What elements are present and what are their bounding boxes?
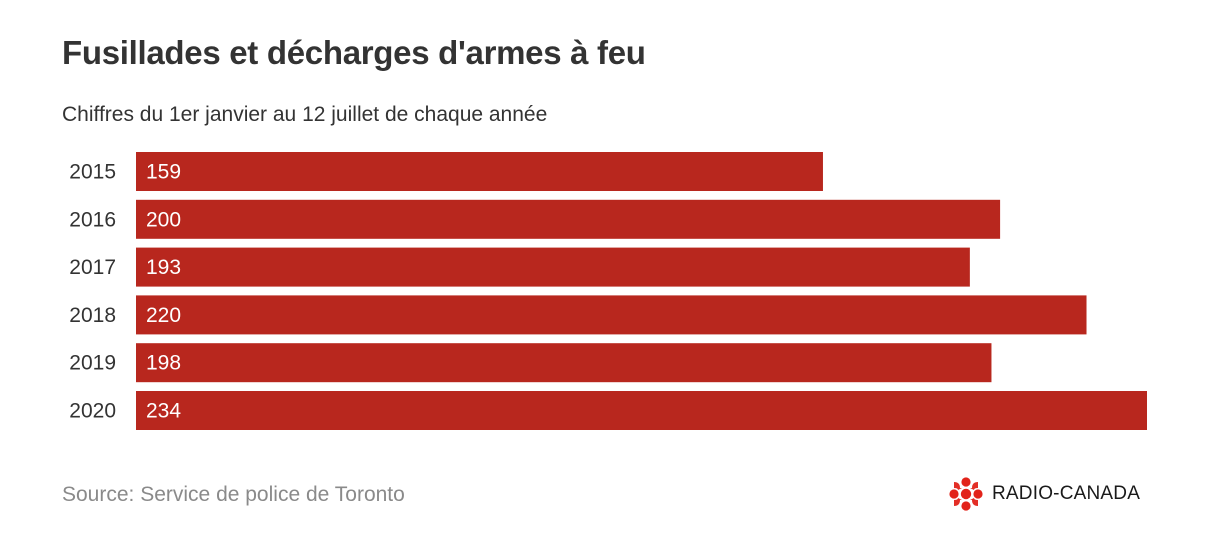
logo-wordmark: RADIO-CANADA (992, 483, 1141, 504)
bar-value-label: 198 (146, 352, 181, 375)
bar-value-label: 193 (146, 256, 181, 279)
bar (136, 247, 970, 287)
bar-value-label: 200 (146, 208, 181, 231)
category-label: 2017 (69, 256, 116, 279)
category-label: 2016 (69, 208, 116, 231)
chart-subtitle: Chiffres du 1er janvier au 12 juillet de… (62, 103, 548, 126)
category-label: 2018 (69, 304, 116, 327)
category-label: 2019 (69, 352, 116, 375)
bar-value-label: 220 (146, 304, 181, 327)
category-label: 2015 (69, 161, 116, 184)
bar (136, 199, 1001, 239)
bar-value-label: 234 (146, 400, 181, 423)
chart-title: Fusillades et décharges d'armes à feu (62, 34, 646, 71)
bar (136, 295, 1087, 335)
radio-canada-gem-icon (949, 477, 983, 511)
bar-value-label: 159 (146, 161, 181, 184)
category-label: 2020 (69, 400, 116, 423)
bar (136, 343, 992, 383)
bar (136, 391, 1147, 430)
bar (136, 152, 823, 191)
radio-canada-logo: RADIO-CANADA (948, 476, 1140, 512)
source-note: Source: Service de police de Toronto (62, 483, 405, 506)
